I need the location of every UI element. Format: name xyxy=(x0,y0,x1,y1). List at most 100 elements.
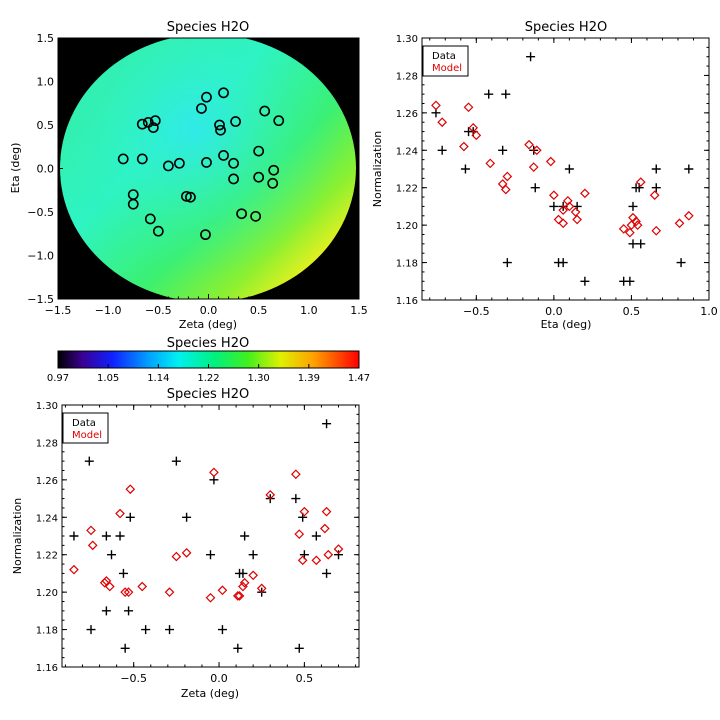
eta-data-point xyxy=(651,164,661,174)
map-point xyxy=(174,157,185,169)
eta-data-point xyxy=(526,52,536,62)
map-ytick-label: 0.0 xyxy=(37,163,55,176)
zeta-data-point xyxy=(240,531,250,541)
eta-model-point xyxy=(468,122,479,133)
zeta-model-point xyxy=(290,469,301,480)
map-ytick-label: 1.0 xyxy=(37,76,55,89)
zeta-model-point xyxy=(101,576,112,586)
map-xtick-label: 1.0 xyxy=(300,304,318,317)
zeta-model-point xyxy=(333,544,344,554)
map-point xyxy=(201,91,212,103)
colorbar-tick-label: 1.14 xyxy=(147,373,169,384)
eta-data-point xyxy=(676,258,686,268)
eta-model-point xyxy=(570,207,581,217)
eta-ytick-label: 1.30 xyxy=(396,34,418,45)
eta-model-point xyxy=(625,227,635,238)
map-point xyxy=(117,153,129,165)
colorbar-tick-label: 1.22 xyxy=(197,373,219,384)
zeta-ytick-label: 1.16 xyxy=(36,663,58,674)
map-point xyxy=(147,122,159,134)
map-point xyxy=(215,124,226,136)
map-point xyxy=(250,210,262,222)
map-point xyxy=(259,105,271,117)
eta-model-point xyxy=(545,156,556,167)
zeta-frame xyxy=(61,404,360,668)
eta-ytick-label: 1.28 xyxy=(396,71,418,82)
map-point xyxy=(185,191,196,203)
map-point xyxy=(214,119,225,131)
colorbar-ticks: 0.97 1.05 1.14 1.22 1.30 1.39 1.47 xyxy=(47,364,370,384)
eta-model-point xyxy=(564,201,575,212)
eta-model-point xyxy=(635,177,646,187)
zeta-ytick-label: 1.22 xyxy=(36,551,58,562)
eta-data-point xyxy=(484,89,494,99)
zeta-model-point xyxy=(323,549,334,560)
eta-panel: Species H2O −0.5 0.0 0.5 1.0 1.16 1.18 1.20 1.2… xyxy=(371,20,718,331)
eta-legend-model: Model xyxy=(432,63,462,74)
eta-legend-box xyxy=(422,45,469,77)
map-ylabel: Eta (deg) xyxy=(9,143,22,194)
zeta-model-point xyxy=(87,540,98,551)
zeta-data-point xyxy=(171,456,181,466)
zeta-title: Species H2O xyxy=(167,387,249,402)
zeta-model-point xyxy=(164,587,175,597)
eta-data-point xyxy=(628,201,638,211)
zeta-xtick-label: −0.5 xyxy=(120,672,147,685)
eta-xlabel: Eta (deg) xyxy=(541,318,592,331)
map-point xyxy=(253,145,265,157)
eta-model-point xyxy=(632,220,643,230)
map-point xyxy=(273,115,285,127)
eta-xtick-label: −0.5 xyxy=(463,305,490,318)
eta-data-point xyxy=(558,258,568,268)
map-ytick-label: −1.0 xyxy=(27,250,54,263)
eta-data-point xyxy=(437,145,447,155)
zeta-model-point xyxy=(205,592,216,603)
map-point xyxy=(253,171,265,183)
eta-axes: −0.5 0.0 0.5 1.0 1.16 1.18 1.20 1.22 1.24 1.26 1.2… xyxy=(396,34,718,318)
eta-ytick-label: 1.26 xyxy=(396,109,418,120)
map-point xyxy=(228,173,239,185)
eta-model-point xyxy=(649,190,660,201)
zeta-legend: Data Model xyxy=(62,412,109,444)
zeta-data-point xyxy=(101,606,111,616)
eta-data-point xyxy=(530,183,540,193)
map-point xyxy=(162,160,174,172)
eta-data-point xyxy=(625,276,635,286)
eta-data-point xyxy=(529,145,539,155)
map-point xyxy=(127,198,139,210)
map-point xyxy=(200,229,211,241)
zeta-legend-box xyxy=(62,412,109,444)
zeta-legend-data: Data xyxy=(72,418,96,429)
zeta-model-point xyxy=(115,508,125,519)
map-point xyxy=(218,87,229,99)
zeta-data-point xyxy=(217,625,227,635)
eta-legend: Data Model xyxy=(422,45,469,77)
zeta-ytick-label: 1.30 xyxy=(36,401,58,412)
zeta-xtick-label: 0.0 xyxy=(210,672,228,685)
eta-data-point xyxy=(580,276,590,286)
zeta-data-point xyxy=(125,512,135,522)
eta-xtick-label: 0.0 xyxy=(545,305,563,318)
zeta-model-point xyxy=(120,587,131,597)
eta-model-point xyxy=(549,190,559,201)
zeta-model-point xyxy=(321,506,332,517)
zeta-model-point xyxy=(234,591,245,601)
map-xtick-label: −0.5 xyxy=(145,304,172,317)
eta-data-point xyxy=(502,258,512,268)
zeta-data-point xyxy=(124,606,134,616)
eta-model-point xyxy=(558,218,569,229)
eta-ytick-label: 1.16 xyxy=(396,296,418,307)
zeta-ytick-label: 1.20 xyxy=(36,588,58,599)
eta-model-point xyxy=(528,162,539,172)
zeta-model-point xyxy=(297,555,308,566)
zeta-model-point xyxy=(171,551,182,562)
eta-title: Species H2O xyxy=(525,20,607,35)
zeta-model-point xyxy=(137,581,148,592)
zeta-xlabel: Zeta (deg) xyxy=(181,687,239,700)
map-xtick-label: 1.5 xyxy=(350,304,368,317)
zeta-legend-model: Model xyxy=(72,430,102,441)
map-intensity-halo xyxy=(60,38,356,299)
zeta-model-point xyxy=(248,570,259,581)
colorbar-tick-label: 1.47 xyxy=(348,373,370,384)
